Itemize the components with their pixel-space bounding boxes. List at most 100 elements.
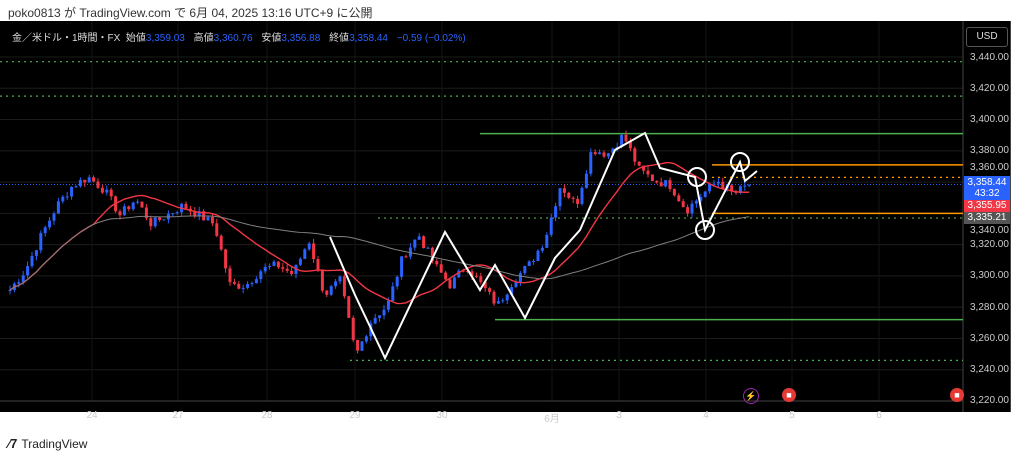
candle-body: [435, 261, 439, 265]
candle-body: [197, 211, 201, 217]
price-axis-label: 3,260.00: [970, 332, 1009, 344]
price-axis-label: 3,320.00: [970, 239, 1009, 251]
candle-body: [637, 161, 641, 166]
time-axis-label: 24: [86, 410, 98, 421]
candle-body: [461, 270, 465, 272]
price-axis-label: 3,400.00: [970, 114, 1009, 126]
candle-body: [650, 174, 654, 182]
candle-body: [510, 287, 514, 295]
candle-body: [87, 177, 91, 183]
candle-body: [316, 259, 320, 270]
candle-body: [373, 317, 377, 324]
candle-body: [17, 282, 21, 284]
candle-body: [743, 185, 747, 187]
candle-body: [483, 282, 487, 289]
open-label: 始値: [125, 33, 146, 44]
candle-body: [721, 181, 725, 189]
candle-body: [664, 180, 668, 187]
candle-body: [708, 184, 712, 192]
candle-body: [364, 336, 368, 342]
price-chart[interactable]: [0, 21, 1010, 412]
candle-body: [540, 247, 544, 251]
price-axis-label: 3,280.00: [970, 301, 1009, 313]
candle-body: [628, 141, 632, 149]
candle-body: [633, 148, 637, 162]
price-axis-label: 3,360.00: [970, 162, 1009, 173]
candle-body: [360, 341, 364, 351]
candle-body: [690, 203, 694, 214]
candle-body: [558, 188, 562, 207]
candle-body: [263, 266, 267, 272]
price-axis-label: 3,300.00: [970, 270, 1009, 282]
tradingview-logo: ⁄7 TradingView: [8, 436, 88, 451]
candle-body: [276, 261, 280, 268]
change-value: −0.59 (−0.02%): [396, 33, 466, 44]
candle-body: [496, 301, 500, 304]
candle-body: [576, 198, 580, 204]
candle-body: [21, 275, 25, 283]
candle-body: [272, 261, 276, 266]
time-axis-label: 29: [349, 410, 361, 421]
candle-body: [144, 207, 148, 219]
price-axis-label: 3,440.00: [970, 51, 1009, 63]
candle-body: [298, 258, 302, 265]
candle-body: [65, 196, 69, 198]
candle-body: [136, 201, 140, 203]
candle-body: [122, 206, 126, 216]
candle-body: [624, 134, 628, 142]
candle-body: [96, 181, 100, 188]
candle-body: [703, 191, 707, 197]
candle-body: [153, 217, 157, 227]
candle-body: [730, 185, 734, 192]
ohlc-legend: 金／米ドル・1時間・FX 始値3,359.03 高値3,360.76 安値3,3…: [12, 29, 472, 44]
candle-body: [184, 203, 188, 209]
candle-body: [567, 192, 571, 198]
candle-body: [694, 200, 698, 204]
candle-body: [386, 300, 390, 310]
candle-body: [400, 256, 404, 277]
candle-body: [584, 173, 588, 188]
us-flag-event-icon[interactable]: ■: [782, 388, 796, 402]
level-price-tag: 3,335.21: [964, 212, 1010, 224]
candle-body: [100, 187, 104, 193]
symbol-label: 金／米ドル・1時間・FX: [12, 33, 121, 44]
candle-body: [285, 268, 289, 271]
candle-body: [712, 183, 716, 185]
candle-body: [395, 276, 399, 287]
candle-body: [439, 264, 443, 273]
candle-body: [320, 269, 324, 291]
price-axis-label: 3,220.00: [970, 395, 1009, 407]
candle-body: [523, 266, 527, 274]
candle-body: [593, 152, 597, 155]
us-flag-event-icon[interactable]: ■: [950, 388, 964, 402]
time-axis-label: 6月: [544, 414, 560, 425]
candle-body: [518, 273, 522, 283]
chart-area[interactable]: 金／米ドル・1時間・FX 始値3,359.03 高値3,360.76 安値3,3…: [0, 21, 1011, 425]
candle-body: [92, 177, 96, 182]
candle-body: [48, 220, 52, 228]
candle-body: [598, 152, 602, 155]
candle-body: [241, 287, 245, 289]
candle-body: [505, 294, 509, 301]
candle-body: [681, 201, 685, 208]
candle-body: [26, 266, 30, 276]
candle-body: [413, 239, 417, 248]
candle-body: [571, 197, 575, 199]
ma-price-tag: 3,355.95: [964, 200, 1010, 212]
candle-body: [611, 148, 615, 154]
candle-body: [307, 243, 311, 250]
candle-body: [219, 235, 223, 250]
zigzag-drawing: [329, 131, 758, 361]
candle-body: [215, 223, 219, 236]
candle-body: [527, 261, 531, 267]
time-axis-label: 5: [789, 410, 795, 421]
candle-body: [8, 290, 12, 292]
candle-body: [237, 283, 241, 289]
close-value: 3,358.44: [349, 33, 388, 44]
candle-body: [492, 291, 496, 304]
candle-body: [131, 202, 135, 210]
candle-body: [479, 276, 483, 283]
currency-button[interactable]: USD: [966, 27, 1008, 47]
lightning-event-icon[interactable]: ⚡: [743, 388, 759, 404]
candle-body: [43, 227, 47, 234]
